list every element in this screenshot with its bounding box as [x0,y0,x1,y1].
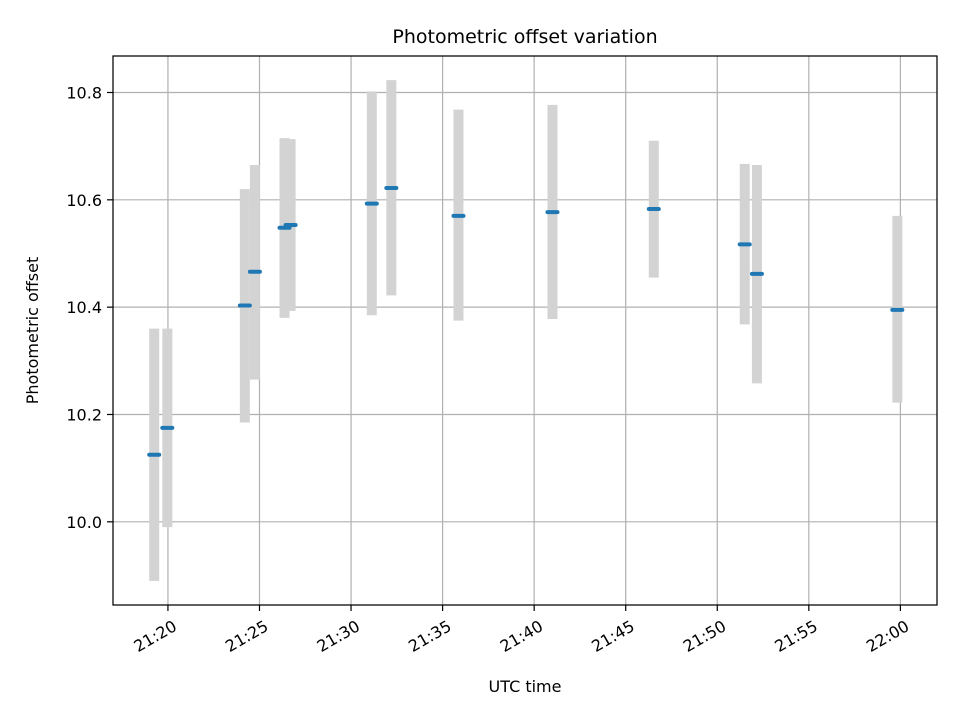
x-axis-label: UTC time [489,677,562,696]
x-tick-label: 21:50 [680,616,729,656]
y-tick-label: 10.0 [66,513,102,532]
x-tick-label: 21:35 [405,616,454,656]
y-tick-label: 10.4 [66,298,102,317]
y-tick-label: 10.2 [66,405,102,424]
grid-lines [113,56,937,605]
data-points [147,186,905,457]
x-tick-label: 21:30 [314,616,363,656]
x-tick-label: 21:20 [131,616,180,656]
y-tick-label: 10.8 [66,83,102,102]
error-bands [149,80,903,581]
x-tick-label: 21:45 [588,616,637,656]
y-axis-label: Photometric offset [23,257,42,405]
plot-area-frame [112,55,938,606]
x-tick-label: 22:00 [863,616,912,656]
x-tick-label: 21:55 [771,616,820,656]
x-tick-label: 21:25 [222,616,271,656]
x-tick-label: 21:40 [497,616,546,656]
chart-title: Photometric offset variation [392,26,657,48]
axis-ticks: 21:20 21:25 21:30 21:35 21:40 21:45 21:50 21:55… [66,83,912,655]
y-tick-label: 10.6 [66,191,102,210]
